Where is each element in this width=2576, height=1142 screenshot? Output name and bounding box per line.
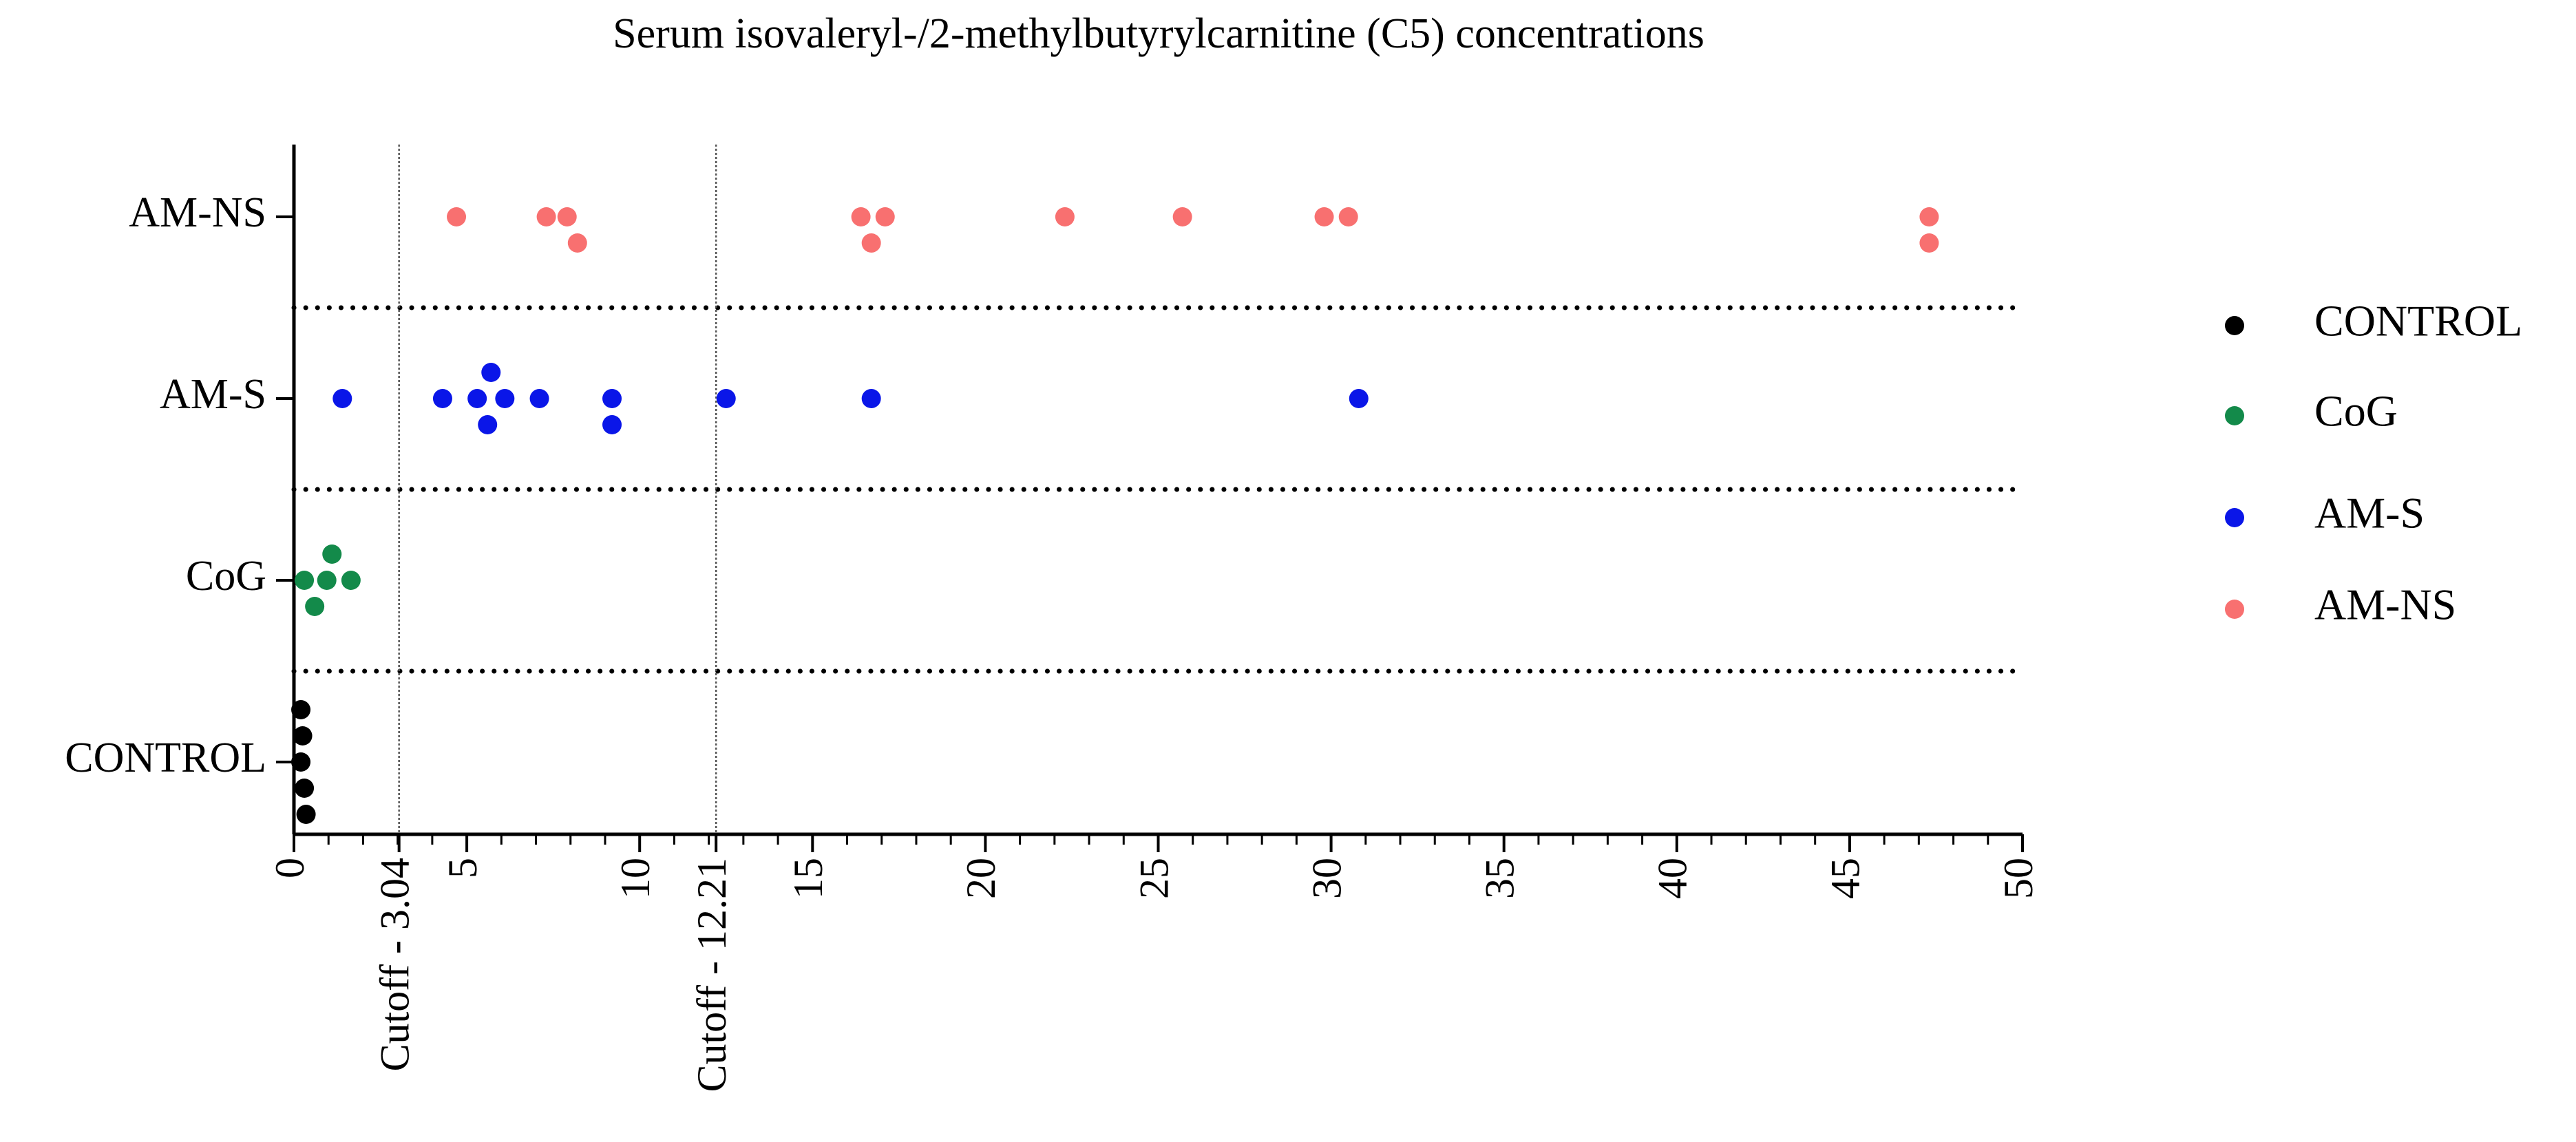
data-point <box>495 389 515 408</box>
x-tick-label: 10 <box>613 858 658 899</box>
x-tick-label: 40 <box>1650 858 1696 899</box>
x-tick-label: 50 <box>1996 858 2041 899</box>
x-tick-label: 45 <box>1823 858 1868 899</box>
data-point <box>557 207 577 226</box>
y-tick-label: AM-NS <box>129 189 266 236</box>
data-point <box>447 207 467 226</box>
data-point <box>1349 389 1369 408</box>
data-point <box>1919 207 1939 226</box>
data-point <box>602 415 622 434</box>
y-tick-label: CoG <box>186 553 266 600</box>
data-point <box>529 389 549 408</box>
y-tick-label: CONTROL <box>65 734 266 781</box>
chart-title: Serum isovaleryl-/2-methylbutyrylcarniti… <box>613 10 1704 57</box>
data-point <box>536 207 556 226</box>
data-point <box>305 597 325 616</box>
legend-label: CONTROL <box>2314 297 2522 346</box>
data-point <box>861 233 881 253</box>
data-point <box>1338 207 1358 226</box>
data-point <box>291 700 311 719</box>
legend-marker <box>2225 600 2244 619</box>
x-tick-label: Cutoff - 3.04 <box>372 858 417 1072</box>
data-point <box>317 571 337 590</box>
data-point <box>1055 207 1075 226</box>
x-tick-label: 0 <box>267 858 313 878</box>
legend-label: AM-S <box>2314 489 2425 538</box>
legend-marker <box>2225 508 2244 527</box>
data-point <box>481 363 501 382</box>
x-tick-label: 20 <box>958 858 1004 899</box>
data-point <box>567 233 587 253</box>
x-tick-label: 15 <box>785 858 831 899</box>
data-point <box>1172 207 1192 226</box>
data-point <box>716 389 736 408</box>
data-point <box>467 389 487 408</box>
data-point <box>322 544 342 564</box>
data-point <box>296 805 316 824</box>
data-point <box>332 389 352 408</box>
data-point <box>1919 233 1939 253</box>
legend-marker <box>2225 316 2244 335</box>
legend-marker <box>2225 406 2244 425</box>
data-point <box>291 752 311 772</box>
x-tick-label: 30 <box>1304 858 1349 899</box>
data-point <box>1314 207 1334 226</box>
legend-label: AM-NS <box>2314 580 2456 629</box>
legend-label: CoG <box>2314 387 2398 436</box>
data-point <box>432 389 452 408</box>
x-tick-label: Cutoff - 12.21 <box>689 858 735 1092</box>
x-tick-label: 5 <box>440 858 485 878</box>
data-point <box>602 389 622 408</box>
data-point <box>293 726 313 746</box>
y-tick-label: AM-S <box>160 371 266 418</box>
data-point <box>861 389 881 408</box>
data-point <box>295 779 315 798</box>
x-tick-label: 35 <box>1477 858 1522 899</box>
data-point <box>851 207 871 226</box>
data-point <box>478 415 498 434</box>
data-point <box>341 571 361 590</box>
x-tick-label: 25 <box>1131 858 1176 899</box>
data-point <box>875 207 895 226</box>
data-point <box>295 571 315 590</box>
